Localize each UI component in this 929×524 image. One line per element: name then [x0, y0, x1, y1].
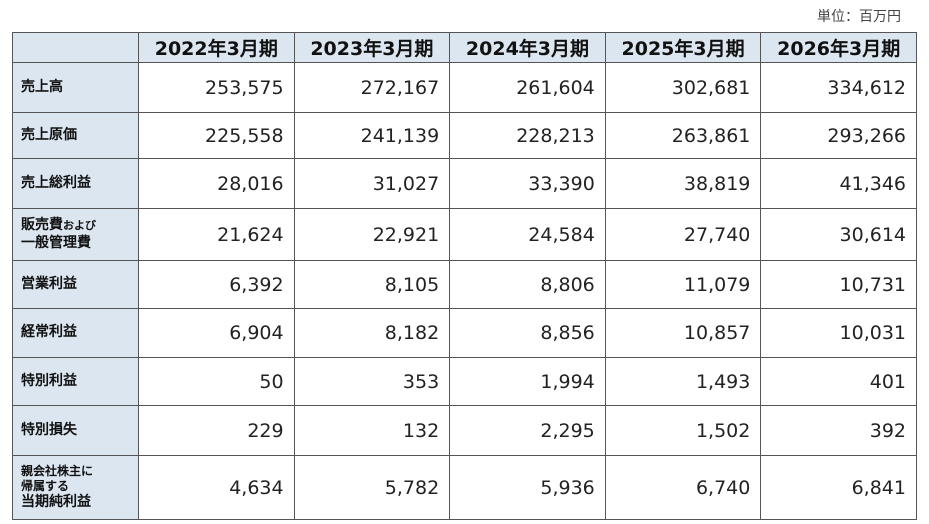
- value-cell: 6,904: [138, 308, 295, 358]
- value-cell: 293,266: [760, 112, 917, 159]
- value-cell: 27,740: [604, 208, 762, 261]
- label-text: 販売費: [21, 217, 63, 233]
- financial-table: 2022年3月期 2023年3月期 2024年3月期 2025年3月期 2026年3月期…: [12, 32, 917, 520]
- table-row: 経常利益 6,904 8,182 8,856 10,857 10,031: [12, 308, 917, 358]
- label-text: 特別利益: [21, 372, 77, 389]
- value-cell: 38,819: [604, 158, 762, 209]
- label-line: 当期純利益: [21, 494, 130, 512]
- value-cell: 8,856: [449, 308, 606, 358]
- label-text: 特別損失: [21, 421, 77, 438]
- label-line: 親会社株主に: [21, 464, 130, 479]
- value-cell: 33,390: [449, 158, 606, 209]
- row-label: 営業利益: [12, 260, 139, 309]
- row-label: 売上高: [12, 62, 139, 113]
- value-cell: 272,167: [293, 62, 451, 113]
- label-line: 特別損失: [21, 422, 130, 440]
- label-text: および: [63, 219, 96, 232]
- label-line: 帰属する: [21, 479, 130, 494]
- row-label: 特別損失: [12, 405, 139, 456]
- value-cell: 1,493: [604, 357, 762, 406]
- table-row: 販売費および 一般管理費 21,624 22,921 24,584 27,740 30,61…: [12, 208, 917, 261]
- value-cell: 228,213: [449, 112, 606, 159]
- label-text: 帰属する: [21, 478, 70, 493]
- label-line: 売上原価: [21, 127, 130, 145]
- label-line: 営業利益: [21, 276, 130, 294]
- table-row: 売上原価 225,558 241,139 228,213 263,861 293,266: [12, 112, 917, 159]
- value-cell: 24,584: [449, 208, 606, 261]
- value-cell: 6,740: [604, 455, 762, 520]
- value-cell: 302,681: [604, 62, 762, 113]
- row-label: 売上原価: [12, 112, 139, 159]
- value-cell: 4,634: [138, 455, 295, 520]
- label-line: 経常利益: [21, 324, 130, 342]
- value-cell: 28,016: [138, 158, 295, 209]
- label-line: 一般管理費: [21, 235, 130, 253]
- value-cell: 241,139: [293, 112, 451, 159]
- label-text: 一般管理費: [21, 234, 91, 251]
- value-cell: 22,921: [293, 208, 451, 261]
- value-cell: 21,624: [138, 208, 295, 261]
- label-text: 営業利益: [21, 275, 77, 292]
- unit-note: 単位：百万円: [817, 9, 901, 25]
- value-cell: 10,857: [604, 308, 762, 358]
- value-cell: 8,105: [293, 260, 451, 309]
- value-cell: 1,994: [449, 357, 606, 406]
- value-cell: 11,079: [604, 260, 762, 309]
- column-header: 2023年3月期: [293, 32, 451, 63]
- value-cell: 334,612: [760, 62, 917, 113]
- value-cell: 401: [760, 357, 917, 406]
- row-label: 親会社株主に 帰属する 当期純利益: [12, 455, 139, 520]
- value-cell: 31,027: [293, 158, 451, 209]
- row-label: 経常利益: [12, 308, 139, 358]
- value-cell: 5,782: [293, 455, 451, 520]
- label-line: 販売費および: [21, 217, 130, 235]
- value-cell: 30,614: [760, 208, 917, 261]
- table-row: 親会社株主に 帰属する 当期純利益 4,634 5,782 5,936 6,740 6,841: [12, 455, 917, 520]
- corner-cell: [12, 32, 139, 63]
- table-row: 営業利益 6,392 8,105 8,806 11,079 10,731: [12, 260, 917, 309]
- table-row: 特別利益 50 353 1,994 1,493 401: [12, 357, 917, 406]
- label-text: 経常利益: [21, 324, 77, 341]
- column-header: 2022年3月期: [138, 32, 295, 63]
- value-cell: 253,575: [138, 62, 295, 113]
- value-cell: 392: [760, 405, 917, 456]
- label-line: 売上総利益: [21, 175, 130, 193]
- column-header: 2026年3月期: [760, 32, 917, 63]
- value-cell: 50: [138, 357, 295, 406]
- value-cell: 2,295: [449, 405, 606, 456]
- value-cell: 225,558: [138, 112, 295, 159]
- value-cell: 10,731: [760, 260, 917, 309]
- column-header: 2024年3月期: [449, 32, 606, 63]
- value-cell: 261,604: [449, 62, 606, 113]
- table-row: 売上総利益 28,016 31,027 33,390 38,819 41,346: [12, 158, 917, 209]
- value-cell: 229: [138, 405, 295, 456]
- label-text: 売上総利益: [21, 174, 91, 191]
- value-cell: 6,392: [138, 260, 295, 309]
- value-cell: 132: [293, 405, 451, 456]
- table-row: 売上高 253,575 272,167 261,604 302,681 334,612: [12, 62, 917, 113]
- value-cell: 10,031: [760, 308, 917, 358]
- column-header: 2025年3月期: [604, 32, 762, 63]
- table-row: 特別損失 229 132 2,295 1,502 392: [12, 405, 917, 456]
- label-line: 売上高: [21, 79, 130, 97]
- value-cell: 8,182: [293, 308, 451, 358]
- value-cell: 41,346: [760, 158, 917, 209]
- header-row: 2022年3月期 2023年3月期 2024年3月期 2025年3月期 2026年3月期: [12, 32, 917, 63]
- value-cell: 5,936: [449, 455, 606, 520]
- label-text: 売上原価: [21, 126, 77, 143]
- value-cell: 6,841: [760, 455, 917, 520]
- row-label: 特別利益: [12, 357, 139, 406]
- value-cell: 353: [293, 357, 451, 406]
- value-cell: 8,806: [449, 260, 606, 309]
- label-text: 当期純利益: [21, 493, 91, 510]
- label-text: 親会社株主に: [21, 463, 94, 478]
- label-line: 特別利益: [21, 373, 130, 391]
- value-cell: 263,861: [604, 112, 762, 159]
- row-label: 売上総利益: [12, 158, 139, 209]
- row-label: 販売費および 一般管理費: [12, 208, 139, 261]
- table-body: 売上高 253,575 272,167 261,604 302,681 334,612 売上…: [12, 62, 917, 520]
- label-text: 売上高: [21, 78, 63, 95]
- value-cell: 1,502: [604, 405, 762, 456]
